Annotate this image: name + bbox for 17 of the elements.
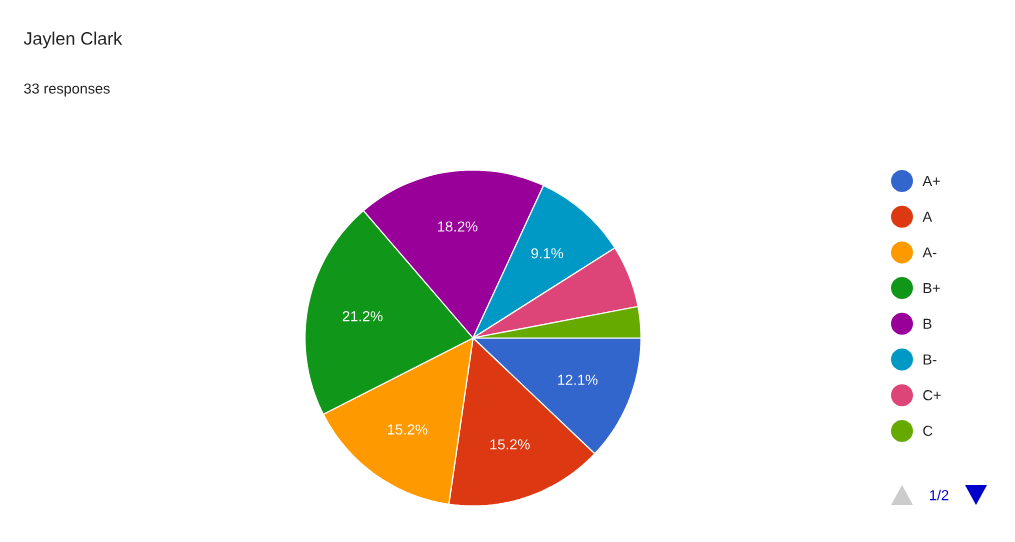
legend-label: A- <box>922 247 937 258</box>
legend-label: B+ <box>923 283 940 294</box>
text: 1/2 <box>930 489 949 501</box>
data-label: 9.1% <box>531 248 564 259</box>
data-label: 12.1% <box>558 374 598 385</box>
text: Jaylen Clark <box>23 31 123 49</box>
legend-label: A <box>922 211 933 222</box>
data-label: 15.2% <box>388 424 428 435</box>
legend-label: B- <box>923 354 937 365</box>
legend-label: C <box>923 425 933 436</box>
text: 33 responses <box>24 83 110 97</box>
data-label: 18.2% <box>438 221 478 232</box>
legend-label: B <box>923 318 932 329</box>
legend-label: C+ <box>923 390 941 401</box>
legend-label: A+ <box>922 176 940 186</box>
data-label: 21.2% <box>342 311 383 322</box>
data-label: 15.2% <box>490 439 530 450</box>
